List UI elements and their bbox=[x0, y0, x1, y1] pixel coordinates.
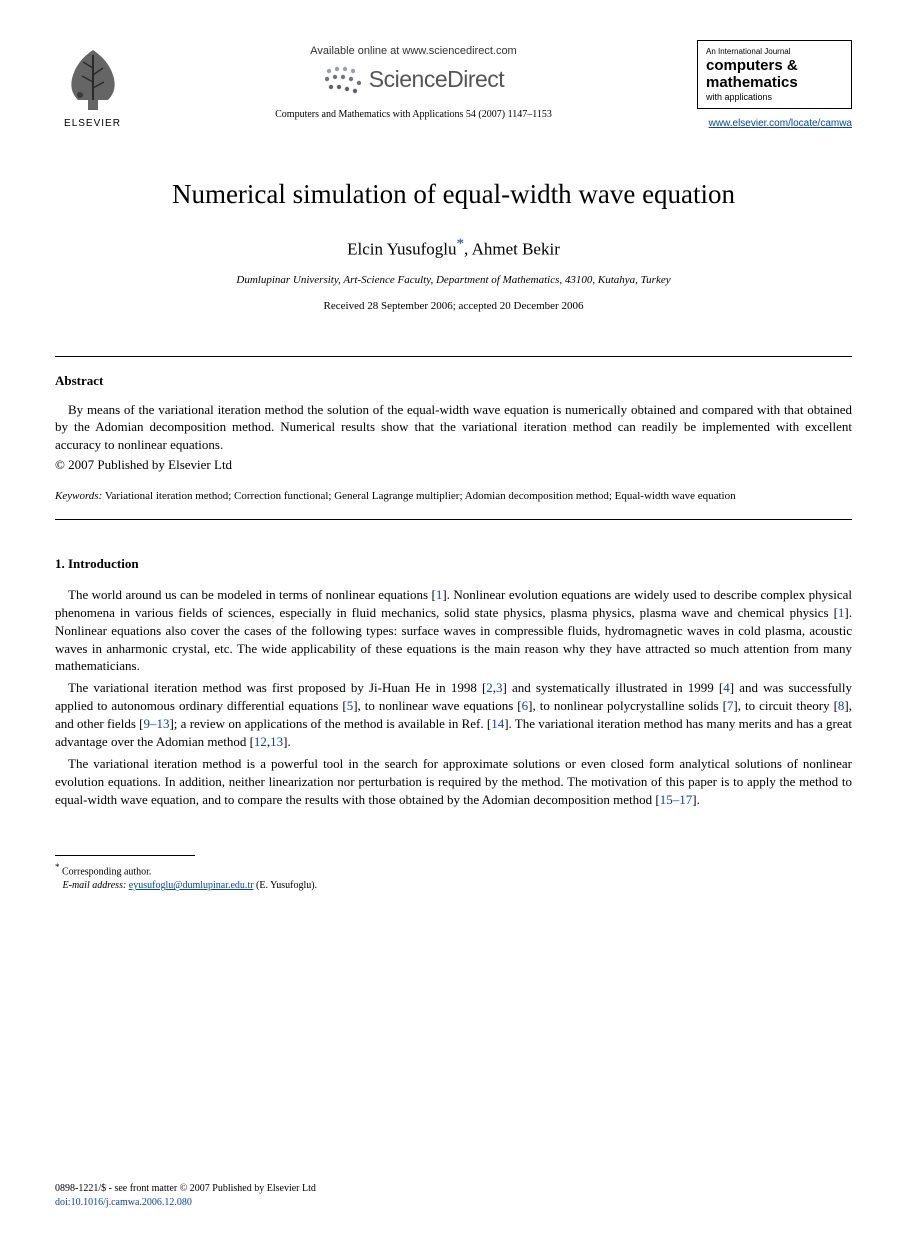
author-2: Ahmet Bekir bbox=[472, 240, 560, 259]
p2-text-d: ], to nonlinear wave equations [ bbox=[353, 698, 521, 713]
paper-title: Numerical simulation of equal-width wave… bbox=[55, 179, 852, 210]
doi-label: doi: bbox=[55, 1197, 71, 1208]
footer: 0898-1221/$ - see front matter © 2007 Pu… bbox=[55, 1182, 316, 1210]
sciencedirect-block: Available online at www.sciencedirect.co… bbox=[130, 40, 697, 120]
elsevier-tree-icon bbox=[58, 40, 128, 115]
journal-citation: Computers and Mathematics with Applicati… bbox=[130, 109, 697, 120]
p2-text-h: ]; a review on applications of the metho… bbox=[169, 716, 491, 731]
journal-box-line2: mathematics bbox=[706, 75, 843, 92]
sciencedirect-name: ScienceDirect bbox=[369, 66, 504, 93]
p3-text-b: ]. bbox=[692, 792, 700, 807]
available-online-text: Available online at www.sciencedirect.co… bbox=[130, 45, 697, 57]
journal-box-line1: computers & bbox=[706, 58, 843, 75]
p2-text-j: ]. bbox=[283, 734, 291, 749]
email-who: (E. Yusufoglu). bbox=[254, 880, 318, 891]
p2-text-e: ], to nonlinear polycrystalline solids [ bbox=[528, 698, 727, 713]
cite-14[interactable]: 14 bbox=[491, 716, 504, 731]
journal-box-top: An International Journal bbox=[706, 47, 843, 56]
journal-url-link[interactable]: www.elsevier.com/locate/camwa bbox=[709, 118, 852, 129]
cite-9-13[interactable]: 9–13 bbox=[143, 716, 169, 731]
p2-text-f: ], to circuit theory [ bbox=[733, 698, 837, 713]
corresponding-mark-link[interactable]: * bbox=[457, 236, 465, 252]
cite-15-17[interactable]: 15–17 bbox=[660, 792, 693, 807]
email-label: E-mail address: bbox=[63, 880, 127, 891]
journal-box: An International Journal computers & mat… bbox=[697, 40, 852, 109]
author-1: Elcin Yusufoglu bbox=[347, 240, 456, 259]
cite-13[interactable]: 13 bbox=[270, 734, 283, 749]
intro-para-3: The variational iteration method is a po… bbox=[55, 755, 852, 809]
keywords-text: Variational iteration method; Correction… bbox=[102, 490, 735, 502]
keywords: Keywords: Variational iteration method; … bbox=[55, 489, 852, 504]
elsevier-logo: ELSEVIER bbox=[55, 40, 130, 129]
p1-text-a: The world around us can be modeled in te… bbox=[68, 587, 436, 602]
p2-text-b: ] and systematically illustrated in 1999… bbox=[503, 680, 724, 695]
sciencedirect-logo: ScienceDirect bbox=[130, 63, 697, 95]
divider-top bbox=[55, 356, 852, 357]
abstract-heading: Abstract bbox=[55, 373, 852, 389]
authors: Elcin Yusufoglu*, Ahmet Bekir bbox=[55, 236, 852, 260]
received-accepted-dates: Received 28 September 2006; accepted 20 … bbox=[55, 300, 852, 312]
journal-box-sub: with applications bbox=[706, 92, 843, 102]
sciencedirect-swoosh-icon bbox=[323, 63, 361, 95]
intro-para-1: The world around us can be modeled in te… bbox=[55, 586, 852, 676]
cite-12[interactable]: 12 bbox=[254, 734, 267, 749]
divider-after-keywords bbox=[55, 519, 852, 520]
author-sep: , bbox=[464, 240, 472, 259]
keywords-label: Keywords: bbox=[55, 490, 102, 502]
header: ELSEVIER Available online at www.science… bbox=[55, 40, 852, 131]
email-link[interactable]: eyusufoglu@dumlupinar.edu.tr bbox=[129, 880, 254, 891]
elsevier-label: ELSEVIER bbox=[64, 118, 121, 129]
journal-box-wrap: An International Journal computers & mat… bbox=[697, 40, 852, 131]
footnote-corresponding: * Corresponding author. E-mail address: … bbox=[55, 861, 852, 893]
footnote-mark: * bbox=[55, 862, 60, 872]
footnote-rule bbox=[55, 855, 195, 856]
p3-text-a: The variational iteration method is a po… bbox=[55, 756, 852, 807]
section-1-heading: 1. Introduction bbox=[55, 556, 852, 572]
issn-line: 0898-1221/$ - see front matter © 2007 Pu… bbox=[55, 1183, 316, 1194]
abstract-body: By means of the variational iteration me… bbox=[55, 401, 852, 454]
doi-link[interactable]: 10.1016/j.camwa.2006.12.080 bbox=[71, 1197, 192, 1208]
footnote-corr-text: Corresponding author. bbox=[62, 866, 151, 877]
abstract-copyright: © 2007 Published by Elsevier Ltd bbox=[55, 457, 852, 473]
affiliation: Dumlupinar University, Art-Science Facul… bbox=[55, 274, 852, 286]
p2-text-a: The variational iteration method was fir… bbox=[68, 680, 486, 695]
journal-url-wrap: www.elsevier.com/locate/camwa bbox=[697, 113, 852, 131]
intro-para-2: The variational iteration method was fir… bbox=[55, 679, 852, 751]
